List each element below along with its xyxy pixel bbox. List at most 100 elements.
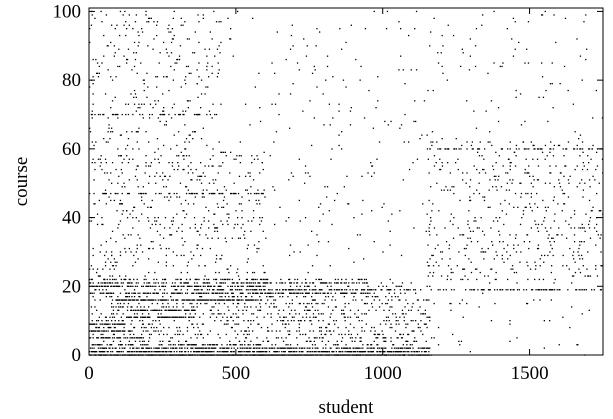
data-point bbox=[308, 303, 309, 304]
data-point bbox=[133, 97, 134, 98]
data-point bbox=[560, 83, 561, 84]
data-point bbox=[480, 141, 481, 142]
data-point bbox=[440, 251, 441, 252]
data-point bbox=[442, 165, 443, 166]
data-point bbox=[214, 214, 215, 215]
data-point bbox=[306, 306, 307, 307]
data-point bbox=[389, 293, 390, 294]
data-point bbox=[412, 320, 413, 321]
data-point bbox=[207, 334, 208, 335]
data-point bbox=[438, 265, 439, 266]
data-point bbox=[297, 62, 298, 63]
data-point bbox=[213, 351, 214, 352]
data-point bbox=[154, 272, 155, 273]
data-point bbox=[314, 117, 315, 118]
data-point bbox=[148, 313, 149, 314]
data-point bbox=[442, 138, 443, 139]
data-point bbox=[313, 317, 314, 318]
data-point bbox=[576, 289, 577, 290]
data-point bbox=[159, 193, 160, 194]
data-point bbox=[93, 59, 94, 60]
data-point bbox=[117, 296, 118, 297]
data-point bbox=[180, 45, 181, 46]
data-point bbox=[119, 330, 120, 331]
data-point bbox=[178, 227, 179, 228]
data-point bbox=[138, 337, 139, 338]
data-point bbox=[489, 179, 490, 180]
data-point bbox=[123, 234, 124, 235]
data-point bbox=[161, 348, 162, 349]
data-point bbox=[418, 324, 419, 325]
data-point bbox=[390, 306, 391, 307]
data-point bbox=[118, 310, 119, 311]
data-point bbox=[353, 217, 354, 218]
data-point bbox=[138, 348, 139, 349]
data-point bbox=[446, 289, 447, 290]
data-point bbox=[194, 310, 195, 311]
data-point bbox=[509, 234, 510, 235]
data-point bbox=[302, 111, 303, 112]
data-point bbox=[184, 124, 185, 125]
data-point bbox=[305, 296, 306, 297]
data-point bbox=[99, 317, 100, 318]
data-point bbox=[206, 190, 207, 191]
data-point bbox=[147, 86, 148, 87]
data-point bbox=[224, 303, 225, 304]
plot-frame bbox=[89, 8, 603, 355]
data-point bbox=[470, 56, 471, 57]
data-point bbox=[375, 330, 376, 331]
data-point bbox=[242, 313, 243, 314]
data-point bbox=[367, 344, 368, 345]
data-point bbox=[153, 348, 154, 349]
data-point bbox=[264, 272, 265, 273]
data-point bbox=[220, 21, 221, 22]
data-point bbox=[462, 49, 463, 50]
data-point bbox=[234, 183, 235, 184]
data-point bbox=[579, 148, 580, 149]
data-point bbox=[261, 279, 262, 280]
data-point bbox=[215, 179, 216, 180]
data-point bbox=[259, 224, 260, 225]
data-point bbox=[134, 207, 135, 208]
data-point bbox=[115, 324, 116, 325]
data-point bbox=[197, 245, 198, 246]
data-point bbox=[395, 296, 396, 297]
data-point bbox=[298, 320, 299, 321]
data-point bbox=[242, 299, 243, 300]
data-point bbox=[160, 176, 161, 177]
data-point bbox=[160, 155, 161, 156]
data-point bbox=[222, 317, 223, 318]
data-point bbox=[577, 251, 578, 252]
data-point bbox=[479, 155, 480, 156]
data-point bbox=[184, 141, 185, 142]
data-point bbox=[207, 238, 208, 239]
data-point bbox=[373, 128, 374, 129]
data-point bbox=[133, 310, 134, 311]
data-point bbox=[429, 200, 430, 201]
data-point bbox=[260, 310, 261, 311]
data-point bbox=[181, 203, 182, 204]
data-point bbox=[550, 172, 551, 173]
data-point bbox=[240, 141, 241, 142]
data-point bbox=[455, 162, 456, 163]
data-point bbox=[255, 86, 256, 87]
data-point bbox=[208, 165, 209, 166]
data-point bbox=[359, 279, 360, 280]
data-point bbox=[182, 344, 183, 345]
data-point bbox=[138, 258, 139, 259]
data-point bbox=[92, 351, 93, 352]
data-point bbox=[195, 131, 196, 132]
data-point bbox=[201, 138, 202, 139]
data-point bbox=[467, 238, 468, 239]
data-point bbox=[384, 121, 385, 122]
data-point bbox=[316, 351, 317, 352]
data-point bbox=[436, 162, 437, 163]
data-point bbox=[213, 279, 214, 280]
data-point bbox=[345, 334, 346, 335]
data-point bbox=[191, 303, 192, 304]
data-point bbox=[510, 165, 511, 166]
data-point bbox=[176, 303, 177, 304]
data-point bbox=[479, 306, 480, 307]
data-point bbox=[411, 282, 412, 283]
data-point bbox=[149, 117, 150, 118]
